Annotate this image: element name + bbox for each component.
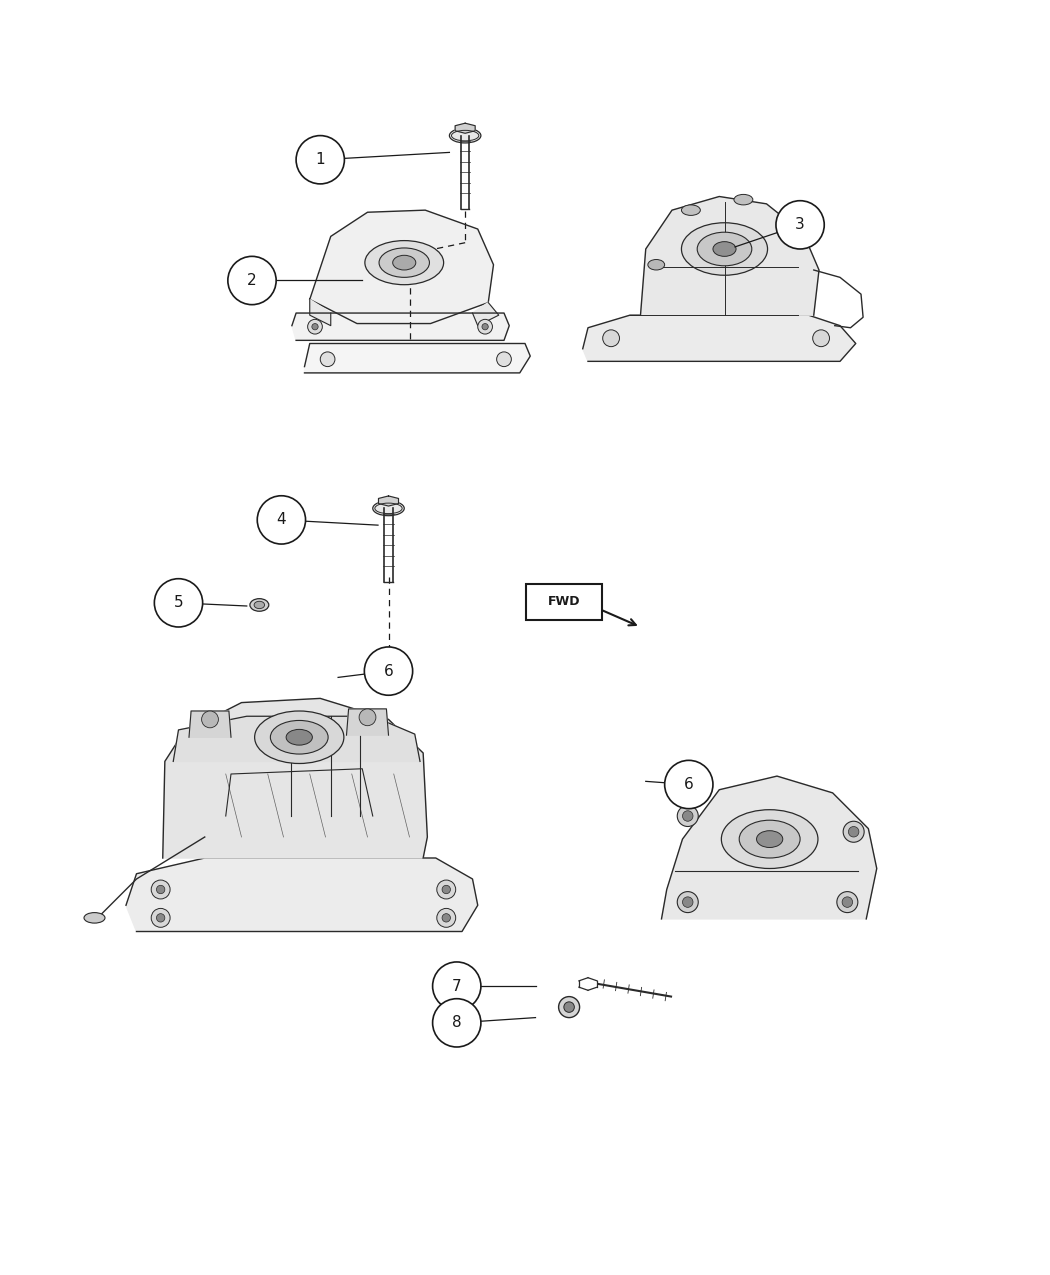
Ellipse shape xyxy=(681,205,700,215)
Circle shape xyxy=(156,885,165,894)
Circle shape xyxy=(228,256,276,305)
Polygon shape xyxy=(189,711,231,737)
Circle shape xyxy=(308,319,322,334)
Circle shape xyxy=(296,135,344,184)
Ellipse shape xyxy=(254,602,265,608)
Polygon shape xyxy=(173,717,420,761)
Circle shape xyxy=(442,914,450,922)
Circle shape xyxy=(665,760,713,808)
Circle shape xyxy=(837,891,858,913)
Text: 3: 3 xyxy=(795,217,805,232)
Circle shape xyxy=(442,885,450,894)
Circle shape xyxy=(776,200,824,249)
Polygon shape xyxy=(310,300,331,325)
Ellipse shape xyxy=(681,223,768,275)
Text: 6: 6 xyxy=(684,776,694,792)
Circle shape xyxy=(677,806,698,826)
Circle shape xyxy=(151,908,170,927)
Polygon shape xyxy=(472,302,499,325)
Circle shape xyxy=(842,896,853,908)
Polygon shape xyxy=(310,210,494,324)
Text: FWD: FWD xyxy=(548,595,580,608)
Ellipse shape xyxy=(648,260,665,270)
Circle shape xyxy=(151,880,170,899)
Polygon shape xyxy=(640,196,819,315)
Circle shape xyxy=(813,330,830,347)
Ellipse shape xyxy=(373,501,404,515)
Circle shape xyxy=(437,880,456,899)
Circle shape xyxy=(320,352,335,367)
Circle shape xyxy=(433,961,481,1010)
Circle shape xyxy=(677,891,698,913)
Circle shape xyxy=(478,319,492,334)
Polygon shape xyxy=(346,709,388,736)
Circle shape xyxy=(312,324,318,330)
Text: 8: 8 xyxy=(452,1015,462,1030)
Ellipse shape xyxy=(286,729,313,745)
Circle shape xyxy=(364,646,413,695)
Ellipse shape xyxy=(379,247,429,278)
Ellipse shape xyxy=(393,255,416,270)
Circle shape xyxy=(682,811,693,821)
Ellipse shape xyxy=(739,820,800,858)
Polygon shape xyxy=(662,776,877,919)
Circle shape xyxy=(482,324,488,330)
Circle shape xyxy=(603,330,620,347)
Polygon shape xyxy=(126,858,478,932)
Circle shape xyxy=(359,709,376,725)
Circle shape xyxy=(564,1002,574,1012)
Polygon shape xyxy=(292,314,509,340)
Circle shape xyxy=(156,914,165,922)
Polygon shape xyxy=(455,124,476,134)
Circle shape xyxy=(257,496,306,544)
Ellipse shape xyxy=(713,242,736,256)
Text: 1: 1 xyxy=(315,152,326,167)
Ellipse shape xyxy=(734,194,753,205)
Ellipse shape xyxy=(449,129,481,143)
Text: 2: 2 xyxy=(247,273,257,288)
Polygon shape xyxy=(163,699,427,858)
Ellipse shape xyxy=(721,810,818,868)
Circle shape xyxy=(202,711,218,728)
Ellipse shape xyxy=(365,241,443,284)
Ellipse shape xyxy=(254,711,344,764)
Text: 6: 6 xyxy=(383,663,394,678)
Text: 7: 7 xyxy=(452,979,462,993)
Circle shape xyxy=(559,997,580,1017)
Text: 5: 5 xyxy=(173,595,184,611)
Circle shape xyxy=(497,352,511,367)
Ellipse shape xyxy=(250,599,269,611)
Ellipse shape xyxy=(271,720,328,754)
Circle shape xyxy=(843,821,864,843)
Polygon shape xyxy=(304,343,530,372)
Ellipse shape xyxy=(697,232,752,265)
Ellipse shape xyxy=(84,913,105,923)
Polygon shape xyxy=(583,315,856,361)
Circle shape xyxy=(682,896,693,908)
Circle shape xyxy=(154,579,203,627)
Polygon shape xyxy=(378,496,399,506)
Circle shape xyxy=(433,998,481,1047)
Circle shape xyxy=(848,826,859,836)
Text: 4: 4 xyxy=(276,513,287,528)
Ellipse shape xyxy=(756,831,783,848)
Circle shape xyxy=(437,908,456,927)
